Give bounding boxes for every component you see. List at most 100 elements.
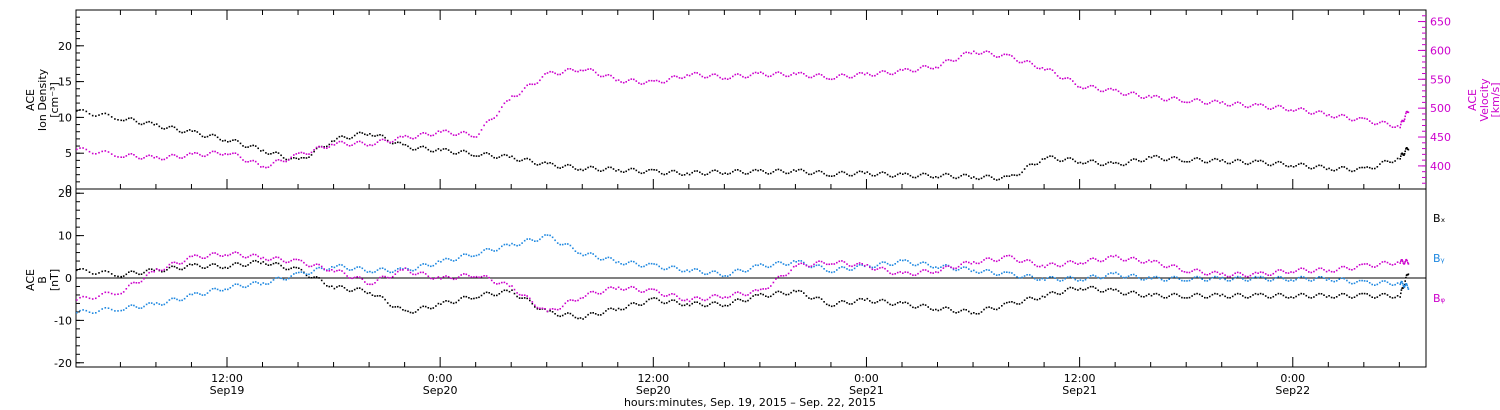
- bz-point-27-9: [1066, 260, 1069, 263]
- bx-point-20-1: [797, 289, 800, 292]
- top-left-ylabel-2: [cm⁻³]: [48, 82, 61, 118]
- bz-point-25-6: [988, 257, 990, 259]
- bz-point-18-5: [737, 291, 739, 293]
- bx-point-32-11: [1249, 296, 1252, 298]
- velocity-point-7-1: [336, 142, 338, 144]
- top-series: [76, 50, 1410, 181]
- bx-point-21-5: [843, 300, 846, 303]
- density-point-17-9: [711, 169, 714, 172]
- bz-point-5-5: [275, 256, 277, 258]
- velocity-point-32-10: [1247, 106, 1249, 109]
- velocity-point-34-11: [1320, 110, 1323, 113]
- by-point-35-5: [1341, 277, 1343, 279]
- by-point-29-3: [1122, 276, 1125, 279]
- density-point-18-4: [734, 169, 737, 171]
- velocity-point-12-7: [529, 83, 531, 85]
- velocity-point-32-2: [1226, 104, 1229, 107]
- bz-point-12-4: [521, 294, 523, 296]
- bz-point-30-11: [1178, 268, 1181, 270]
- by-point-26-1: [1011, 272, 1013, 274]
- velocity-point-30-11: [1178, 99, 1181, 101]
- bz-point-23-9: [924, 269, 927, 271]
- velocity-point-18-1: [726, 78, 729, 80]
- bx-point-19-5: [772, 293, 775, 296]
- by-point-16-5: [666, 268, 668, 270]
- bz-point-14-5: [594, 291, 597, 294]
- by-point-6-7: [315, 267, 318, 270]
- by-point-10-4: [450, 259, 452, 261]
- bz-point-9-9: [427, 275, 430, 278]
- bz-point-30-10: [1176, 265, 1178, 268]
- bz-point-8-11: [397, 270, 399, 273]
- bx-point-12-10: [536, 308, 539, 310]
- by-point-33-5: [1269, 280, 1272, 282]
- by-point-3-12: [221, 289, 224, 292]
- bx-point-18-1: [726, 305, 729, 307]
- by-point-7-6: [348, 269, 351, 271]
- velocity-point-6-11: [326, 147, 328, 149]
- bz-point-24-1: [940, 269, 942, 272]
- bx-point-36-10: [1389, 296, 1391, 298]
- bx-point-27-12: [1074, 288, 1077, 291]
- density-point-10-13: [473, 155, 475, 157]
- by-point-21-2: [836, 269, 838, 271]
- bx-point-27-0: [1044, 296, 1046, 298]
- velocity-point-16-3: [660, 81, 663, 84]
- density-point-11-7: [493, 156, 495, 159]
- by-point-0-9: [104, 307, 107, 309]
- density-point-16-2: [658, 171, 660, 173]
- bz-point-31-10: [1211, 271, 1214, 274]
- velocity-point-11-0: [475, 136, 478, 138]
- velocity-point-23-1: [904, 68, 907, 70]
- by-point-9-2: [409, 269, 412, 271]
- bz-point-16-10: [678, 297, 681, 300]
- x-tick-date-5: Sep22: [1275, 384, 1310, 397]
- by-point-28-12: [1110, 272, 1112, 274]
- density-point-18-1: [726, 173, 729, 175]
- density-point-18-3: [732, 170, 734, 173]
- by-point-10-6: [455, 259, 457, 261]
- by-point-5-7: [280, 277, 282, 280]
- bz-point-18-8: [744, 294, 747, 297]
- velocity-point-2-9: [178, 157, 181, 159]
- density-point-31-7: [1204, 161, 1206, 164]
- velocity-point-14-11: [610, 74, 612, 77]
- bz-point-21-5: [843, 261, 846, 263]
- bx-point-16-10: [678, 303, 681, 305]
- density-point-20-13: [828, 175, 830, 177]
- density-point-24-2: [942, 173, 945, 176]
- bx-point-20-10: [820, 298, 823, 300]
- bx-point-13-12: [577, 317, 579, 320]
- bz-point-36-3: [1371, 265, 1373, 268]
- bz-point-32-7: [1239, 272, 1242, 274]
- density-point-36-3: [1371, 167, 1373, 170]
- by-point-10-2: [445, 257, 447, 260]
- bx-point-14-12: [612, 308, 615, 310]
- velocity-point-6-3: [305, 153, 308, 155]
- velocity-point-7-8: [353, 142, 356, 145]
- by-point-34-0: [1292, 280, 1295, 282]
- density-point-2-0: [155, 123, 158, 125]
- velocity-point-16-1: [655, 79, 658, 82]
- velocity-point-17-9: [711, 73, 714, 76]
- density-point-7-4: [343, 136, 346, 138]
- by-point-25-7: [990, 271, 993, 273]
- bx-point-4-6: [242, 265, 244, 267]
- bz-point-35-5: [1341, 265, 1343, 268]
- velocity-point-26-5: [1021, 61, 1023, 64]
- density-point-1-6: [135, 120, 138, 123]
- bz-point-11-1: [478, 276, 480, 279]
- x-tick-time-2: 12:00: [637, 372, 669, 385]
- velocity-point-10-8: [460, 131, 462, 134]
- bx-point-29-1: [1117, 290, 1120, 292]
- bz-point-5-0: [262, 256, 265, 259]
- bx-point-27-7: [1061, 292, 1064, 294]
- bz-point-1-1: [122, 291, 125, 293]
- bz-point-14-4: [592, 290, 594, 293]
- bz-point-36-11: [1391, 264, 1394, 266]
- density-point-15-2: [622, 171, 625, 173]
- density-point-11-9: [498, 156, 501, 158]
- velocity-point-5-0: [262, 165, 265, 168]
- bz-point-10-3: [447, 276, 450, 278]
- bz-point-13-0: [546, 310, 549, 313]
